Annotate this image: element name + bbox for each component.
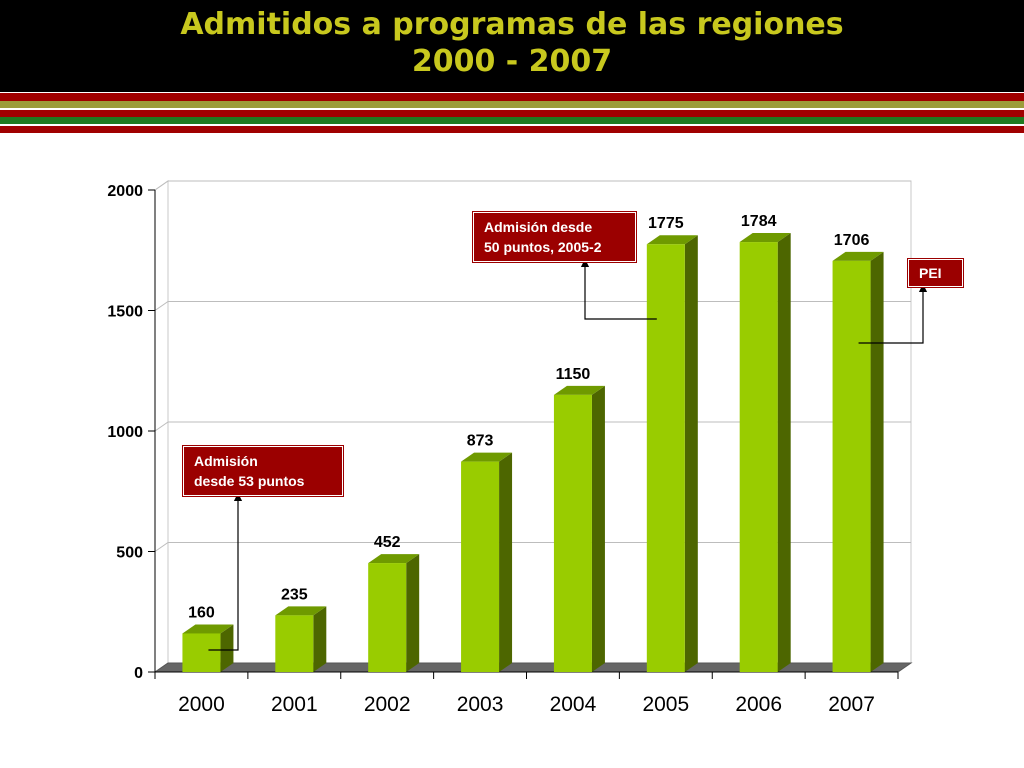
chart-bars bbox=[182, 233, 884, 672]
x-tick-label-2001: 2001 bbox=[271, 693, 318, 716]
decorative-stripe-red-3 bbox=[0, 126, 1024, 133]
slide-title-line-1: Admitidos a programas de las regiones bbox=[180, 7, 844, 42]
data-label-2005: 1775 bbox=[648, 215, 684, 232]
decorative-stripe-green bbox=[0, 117, 1024, 124]
bar-2000 bbox=[182, 633, 221, 672]
slide-title: Admitidos a programas de las regiones 20… bbox=[0, 6, 1024, 80]
data-label-2000: 160 bbox=[188, 604, 215, 621]
y-tick-label-500: 500 bbox=[116, 545, 143, 562]
gridline-2000 bbox=[154, 180, 911, 191]
x-axis-ticks: 2000 2001 2002 2003 2004 2005 2006 2007 bbox=[154, 672, 899, 716]
x-tick-label-2000: 2000 bbox=[178, 693, 225, 716]
bar-2006 bbox=[739, 242, 778, 672]
y-tick-label-1000: 1000 bbox=[107, 424, 143, 441]
floor-plane bbox=[153, 662, 913, 673]
gridline-500 bbox=[154, 542, 911, 552]
bar-2001 bbox=[275, 615, 314, 672]
bar-2005 bbox=[646, 244, 685, 672]
bar-top-2002 bbox=[368, 554, 420, 564]
data-label-2002: 452 bbox=[374, 534, 401, 551]
data-label-2001: 235 bbox=[281, 586, 308, 603]
data-label-2003: 873 bbox=[467, 433, 494, 450]
bar-top-2005 bbox=[646, 235, 698, 245]
x-tick-label-2006: 2006 bbox=[735, 693, 782, 716]
bar-top-2003 bbox=[461, 452, 513, 462]
y-axis-ticks: 0 500 1000 1500 2000 bbox=[107, 183, 155, 682]
title-banner: Admitidos a programas de las regiones 20… bbox=[0, 0, 1024, 92]
bar-top-2000 bbox=[182, 624, 234, 634]
x-tick-label-2002: 2002 bbox=[364, 693, 411, 716]
y-tick-label-2000: 2000 bbox=[107, 183, 143, 200]
bar-side-2002 bbox=[406, 554, 420, 672]
callout-admission-50-points: Admisión desde 50 puntos, 2005-2 bbox=[472, 211, 637, 263]
bar-side-2000 bbox=[220, 624, 234, 672]
bar-side-2007 bbox=[870, 251, 884, 672]
bar-top-2004 bbox=[553, 385, 605, 395]
callout-admission-53-points: Admisión desde 53 puntos bbox=[182, 445, 344, 497]
decorative-stripe-olive-1 bbox=[0, 101, 1024, 108]
callout-arrows bbox=[208, 258, 928, 651]
x-tick-label-2007: 2007 bbox=[828, 693, 875, 716]
bar-top-2006 bbox=[739, 233, 791, 243]
gridline-1500 bbox=[154, 301, 911, 311]
x-tick-label-2004: 2004 bbox=[550, 693, 597, 716]
bar-2004 bbox=[553, 394, 592, 672]
bar-side-2004 bbox=[591, 385, 605, 672]
arrow-pei-callout bbox=[858, 283, 928, 344]
slide-title-line-2: 2000 - 2007 bbox=[411, 44, 613, 79]
data-label-2007: 1706 bbox=[834, 232, 870, 249]
bar-2002 bbox=[368, 563, 407, 672]
arrow-2000-callout bbox=[208, 492, 243, 651]
x-tick-label-2003: 2003 bbox=[457, 693, 504, 716]
data-label-2004: 1150 bbox=[556, 366, 591, 383]
x-tick-label-2005: 2005 bbox=[642, 693, 689, 716]
bar-top-2001 bbox=[275, 606, 327, 616]
data-labels: 160 235 452 873 1150 1775 1784 1706 bbox=[188, 213, 869, 621]
bar-2007 bbox=[832, 260, 871, 672]
bar-top-2007 bbox=[832, 251, 884, 261]
chart-floor bbox=[153, 662, 913, 673]
callout-pei: PEI bbox=[907, 258, 964, 288]
bar-side-2003 bbox=[499, 452, 513, 672]
bar-2003 bbox=[461, 461, 500, 672]
gridline-1000 bbox=[154, 421, 911, 432]
arrow-2005-callout bbox=[580, 258, 657, 320]
bar-side-2001 bbox=[313, 606, 327, 672]
y-tick-label-0: 0 bbox=[134, 665, 143, 682]
y-tick-label-1500: 1500 bbox=[107, 304, 143, 321]
bar-side-2005 bbox=[684, 235, 698, 672]
decorative-stripe-red-2 bbox=[0, 110, 1024, 117]
decorative-stripe-red-1 bbox=[0, 93, 1024, 101]
data-label-2006: 1784 bbox=[741, 213, 777, 230]
bar-side-2006 bbox=[777, 233, 791, 672]
